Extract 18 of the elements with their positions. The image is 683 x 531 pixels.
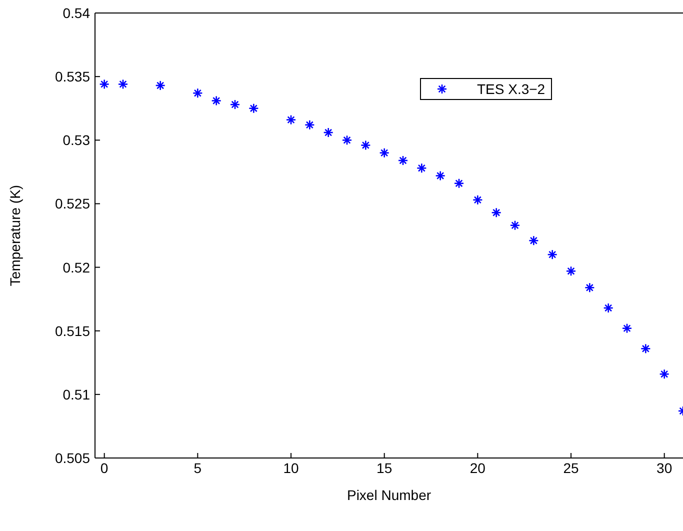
y-tick-label: 0.51	[62, 386, 90, 402]
y-tick-label: 0.52	[62, 259, 90, 276]
x-axis-title: Pixel Number	[346, 487, 432, 503]
y-tick-label: 0.525	[54, 196, 90, 212]
y-tick-label: 0.53	[62, 132, 90, 148]
x-tick-label: 20	[470, 460, 486, 476]
x-tick-label: 10	[283, 460, 299, 476]
x-tick-label: 0	[100, 460, 108, 476]
x-tick-label: 25	[563, 460, 579, 476]
y-tick-label: 0.505	[54, 450, 90, 466]
y-tick-label: 0.515	[54, 322, 90, 339]
x-tick-label: 5	[194, 460, 202, 476]
y-axis-title: Temperature (K)	[6, 184, 23, 286]
y-tick-label: 0.535	[54, 68, 90, 85]
legend-label: TES X.3−2	[477, 81, 546, 97]
x-tick-label: 30	[656, 460, 672, 476]
x-tick-label: 15	[376, 460, 392, 476]
y-tick-label: 0.54	[62, 4, 90, 21]
